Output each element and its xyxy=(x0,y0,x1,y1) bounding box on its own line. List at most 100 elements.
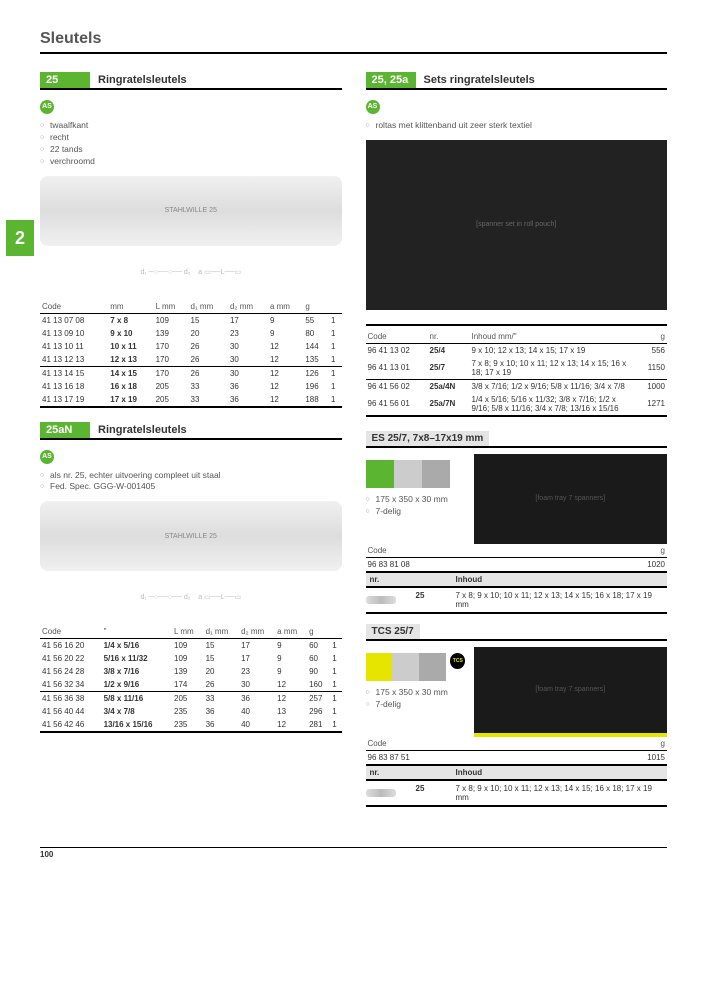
col-header: g xyxy=(633,330,667,344)
table-row: 41 13 09 109 x 1013920239801 xyxy=(40,327,342,340)
kit-image: [foam tray 7 spanners] xyxy=(474,647,668,737)
col-header: a mm xyxy=(268,300,303,314)
kit-count: 7-delig xyxy=(366,506,466,518)
table-cell: 15 xyxy=(204,639,240,653)
kit-inhoud: 7 x 8; 9 x 10; 10 x 11; 12 x 13; 14 x 15… xyxy=(456,591,668,609)
bullet: als nr. 25, echter uitvoering compleet u… xyxy=(40,470,342,482)
table-cell: 17 xyxy=(239,652,275,665)
table-cell: 1 xyxy=(330,652,341,665)
table-row: 41 13 10 1110 x 111702630121441 xyxy=(40,340,342,353)
col-header: nr. xyxy=(428,330,470,344)
table-cell: 257 xyxy=(307,692,330,706)
table-cell: 1 xyxy=(330,718,341,732)
table-row: 41 13 12 1312 x 131702630121351 xyxy=(40,353,342,367)
feature-list: twaalfkant recht 22 tands verchroomd xyxy=(40,120,342,168)
table-row: 96 41 13 0225/49 x 10; 12 x 13; 14 x 15;… xyxy=(366,343,668,357)
table-cell: 15 xyxy=(189,313,228,327)
table-cell: 205 xyxy=(172,692,204,706)
page-title: Sleutels xyxy=(40,30,667,54)
col-header: g xyxy=(570,544,667,558)
table-cell: 205 xyxy=(154,393,189,407)
table-cell: 9 x 10 xyxy=(108,327,153,340)
table-cell: 36 xyxy=(228,380,268,393)
tcs-badge-icon: TCS xyxy=(450,653,465,669)
table-cell: 25/7 xyxy=(428,357,470,380)
table-cell: 170 xyxy=(154,353,189,367)
table-cell: 1150 xyxy=(633,357,667,380)
bullet: roltas met klittenband uit zeer sterk te… xyxy=(366,120,668,132)
product-image: STAHLWILLE 25 xyxy=(40,176,342,246)
kit-weight: 1015 xyxy=(570,750,667,765)
table-cell: 30 xyxy=(228,366,268,380)
table-row: 41 56 40 443/4 x 7/82353640132961 xyxy=(40,705,342,718)
table-cell: 41 13 07 08 xyxy=(40,313,108,327)
set-product-image: [spanner set in roll pouch] xyxy=(366,140,668,310)
table-cell: 12 xyxy=(268,340,303,353)
table-cell: 160 xyxy=(307,678,330,692)
col-header: Code xyxy=(366,330,428,344)
col-header: L mm xyxy=(154,300,189,314)
col-header: Inhoud xyxy=(456,575,668,584)
table-cell: 1 xyxy=(329,380,342,393)
table-row: 41 56 42 4613/16 x 15/162353640122811 xyxy=(40,718,342,732)
table-cell: 41 13 14 15 xyxy=(40,366,108,380)
page-number: 100 xyxy=(40,847,667,859)
table-cell: 3/8 x 7/16 xyxy=(102,665,172,678)
table-cell: 12 xyxy=(268,366,303,380)
kit-dims: 175 x 350 x 30 mm xyxy=(366,494,466,506)
product-number: 25 xyxy=(40,72,90,88)
table-cell: 41 13 16 18 xyxy=(40,380,108,393)
table-cell: 96 41 56 01 xyxy=(366,393,428,416)
set-spec-table: Code nr. Inhoud mm/" g 96 41 13 0225/49 … xyxy=(366,330,668,417)
kit-image: [foam tray 7 spanners] xyxy=(474,454,668,544)
table-cell: 33 xyxy=(189,380,228,393)
table-cell: 20 xyxy=(204,665,240,678)
swatch-grey xyxy=(394,460,422,488)
col-header: nr. xyxy=(366,768,456,777)
table-cell: 9 xyxy=(275,639,307,653)
swatch-green xyxy=(366,460,394,488)
table-cell: 55 xyxy=(303,313,329,327)
table-row: 41 13 14 1514 x 151702630121261 xyxy=(40,366,342,380)
kit-nr: 25 xyxy=(416,591,456,609)
left-column: 25 Ringratelsleutels AS twaalfkant recht… xyxy=(40,72,342,807)
product-title: Sets ringratelsleutels xyxy=(416,72,668,88)
kit-code-table: Code g 96 83 87 51 1015 xyxy=(366,737,668,766)
table-cell: 96 41 13 02 xyxy=(366,343,428,357)
table-row: 41 56 20 225/16 x 11/3210915179601 xyxy=(40,652,342,665)
table-cell: 40 xyxy=(239,705,275,718)
table-cell: 96 41 13 01 xyxy=(366,357,428,380)
table-cell: 109 xyxy=(172,639,204,653)
table-cell: 23 xyxy=(239,665,275,678)
table-cell: 7 x 8 xyxy=(108,313,153,327)
table-cell: 26 xyxy=(189,340,228,353)
table-cell: 20 xyxy=(189,327,228,340)
col-header: d₁ mm xyxy=(204,625,240,639)
table-cell: 41 56 42 46 xyxy=(40,718,102,732)
dimension-diagram: d₁ ─○──○── d₂ a ▭──L──▭ xyxy=(40,250,342,294)
table-cell: 25/4 xyxy=(428,343,470,357)
table-cell: 5/16 x 11/32 xyxy=(102,652,172,665)
table-cell: 109 xyxy=(172,652,204,665)
table-cell: 23 xyxy=(228,327,268,340)
table-cell: 41 13 09 10 xyxy=(40,327,108,340)
table-cell: 556 xyxy=(633,343,667,357)
table-cell: 9 x 10; 12 x 13; 14 x 15; 17 x 19 xyxy=(470,343,634,357)
dimension-diagram: d₁ ─○──○── d₂ a ▭──L──▭ xyxy=(40,575,342,619)
table-cell: 12 xyxy=(268,380,303,393)
table-cell: 41 56 36 38 xyxy=(40,692,102,706)
table-cell: 25a/4N xyxy=(428,379,470,393)
table-cell: 235 xyxy=(172,718,204,732)
table-cell: 96 41 56 02 xyxy=(366,379,428,393)
table-cell: 109 xyxy=(154,313,189,327)
swatch-grey xyxy=(422,460,450,488)
right-column: 25, 25a Sets ringratelsleutels AS roltas… xyxy=(366,72,668,807)
table-row: 41 56 24 283/8 x 7/1613920239901 xyxy=(40,665,342,678)
table-cell: 1 xyxy=(329,366,342,380)
table-row: 41 13 17 1917 x 192053336121881 xyxy=(40,393,342,407)
table-row: 96 41 56 0225a/4N3/8 x 7/16; 1/2 x 9/16;… xyxy=(366,379,668,393)
col-header: g xyxy=(303,300,329,314)
table-cell: 33 xyxy=(204,692,240,706)
table-cell: 13/16 x 15/16 xyxy=(102,718,172,732)
table-cell: 281 xyxy=(307,718,330,732)
